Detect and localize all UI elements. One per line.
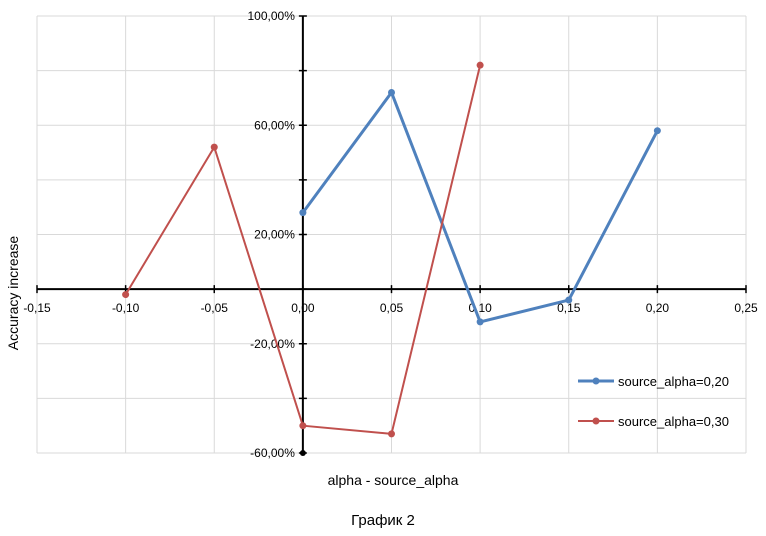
x-tick-label: 0,00 (291, 301, 315, 315)
legend-label: source_alpha=0,30 (618, 414, 729, 429)
data-point (122, 291, 130, 299)
y-tick-label: 100,00% (248, 9, 296, 23)
series-layer (122, 61, 661, 438)
data-point (388, 88, 395, 96)
data-point (299, 422, 307, 430)
x-tick-label: 0,25 (734, 301, 758, 315)
x-tick-label: 0,05 (380, 301, 404, 315)
data-point (476, 61, 484, 69)
y-tick-label: -60,00% (250, 446, 295, 460)
data-point (388, 430, 395, 438)
x-tick-label: -0,05 (201, 301, 229, 315)
legend: source_alpha=0,20 source_alpha=0,30 (578, 374, 729, 429)
x-tick-label: -0,10 (112, 301, 140, 315)
x-tick-label: -0,15 (23, 301, 51, 315)
data-point (653, 127, 661, 135)
axes (36, 15, 747, 456)
data-point (565, 296, 573, 304)
y-tick-label: 20,00% (254, 228, 295, 242)
y-tick-labels: 100,00% 60,00% 20,00% -20,00% -60,00% (248, 9, 296, 460)
x-tick-label: 0,20 (646, 301, 670, 315)
data-point (299, 209, 307, 217)
y-axis-label: Accuracy increase (5, 236, 21, 351)
chart-caption: График 2 (351, 512, 415, 529)
legend-marker (592, 417, 600, 425)
y-tick-label: 60,00% (254, 118, 295, 132)
x-tick-labels: -0,15 -0,10 -0,05 0,00 0,05 0,10 0,15 0,20 0,25 (23, 301, 758, 315)
data-point (476, 318, 484, 326)
x-tick-label: 0,15 (557, 301, 581, 315)
y-tick-label: -20,00% (250, 337, 295, 351)
legend-marker (592, 377, 600, 385)
legend-label: source_alpha=0,20 (618, 374, 729, 389)
x-axis-label: alpha - source_alpha (328, 472, 459, 488)
data-point (210, 143, 218, 151)
